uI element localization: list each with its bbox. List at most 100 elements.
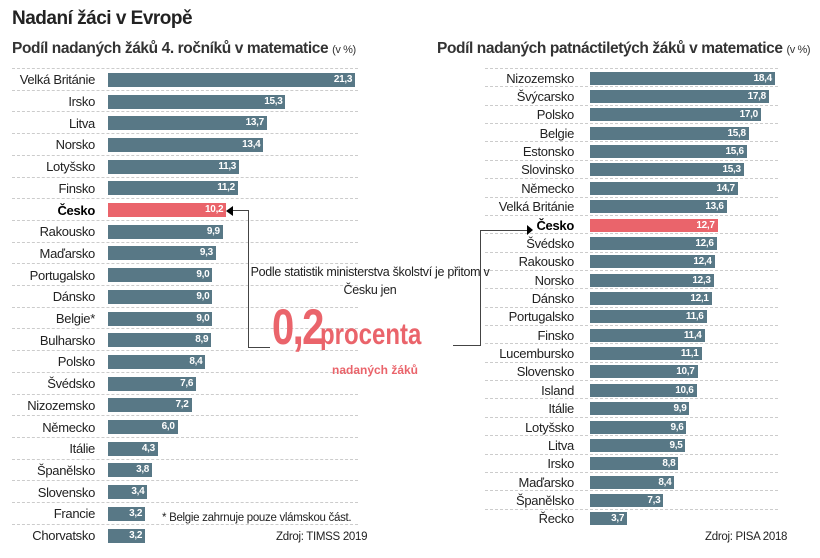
bar: 8,4 (590, 475, 675, 489)
callout-text: Podle statistik ministerstva školství je… (250, 265, 490, 297)
bar: 15,8 (590, 126, 749, 140)
category-label: Maďarsko (39, 245, 96, 261)
value-label: 7,6 (180, 377, 194, 389)
category-label: Norsko (534, 272, 575, 288)
category-label: Nizozemsko (506, 70, 574, 86)
category-label: Německo (521, 180, 574, 196)
chart-row: Finsko 11,4 (485, 325, 778, 344)
chart-row: Irsko 15,3 (12, 89, 358, 113)
value-label: 3,7 (611, 513, 625, 525)
chart-row: Španělsko 7,3 (485, 490, 778, 509)
bar: 9,3 (108, 246, 216, 261)
right-connector-top (480, 230, 527, 231)
chart-row: Lotyšsko 9,6 (485, 416, 778, 436)
bar: 9,0 (108, 311, 213, 326)
value-label: 12,6 (695, 237, 714, 249)
category-label: Švýcarsko (516, 89, 575, 105)
category-label: Rakousko (518, 254, 575, 270)
value-label: 3,2 (129, 529, 143, 541)
category-label: Francie (53, 506, 96, 522)
bar: 15,6 (590, 145, 747, 159)
value-label: 17,8 (747, 91, 767, 103)
chart-row: Slovinsko 15,3 (485, 159, 778, 179)
value-label: 9,0 (196, 269, 210, 281)
chart-row: Litva 9,5 (485, 435, 778, 454)
callout-number: 0,2 (272, 299, 324, 355)
category-label: Belgie* (55, 311, 95, 327)
category-label: Velká Británie (498, 199, 575, 215)
value-label: 15,8 (727, 127, 747, 139)
chart-row: Finsko 11,2 (12, 176, 358, 200)
bar: 9,6 (590, 420, 687, 434)
bar: 11,2 (108, 181, 238, 196)
callout-unit: procenta (319, 318, 421, 351)
category-label: Island (541, 382, 574, 398)
right-title-text: Podíl nadaných patnáctiletých žáků v mat… (437, 40, 783, 57)
category-label: Irsko (547, 456, 574, 472)
bar: 3,8 (108, 463, 153, 478)
bar: 3,2 (108, 528, 146, 543)
left-chart-title: Podíl nadaných žáků 4. ročníků v matemat… (12, 40, 356, 58)
value-label: 21,3 (333, 73, 353, 85)
value-label: 8,9 (195, 334, 209, 346)
right-unit: (v %) (786, 44, 811, 56)
category-label: Chorvatsko (32, 528, 95, 544)
value-label: 9,5 (669, 439, 683, 451)
category-label: Španělsko (36, 462, 95, 478)
left-connector-top (232, 210, 249, 211)
chart-row: Lucembursko 11,1 (485, 343, 778, 362)
bar: 3,2 (108, 506, 146, 521)
chart-row: Bulharsko 8,9 (12, 328, 358, 351)
value-label: 15,3 (264, 95, 283, 107)
value-label: 12,3 (692, 274, 711, 286)
bar: 7,3 (590, 493, 664, 507)
value-label: 15,6 (725, 146, 745, 158)
value-label: 9,6 (670, 421, 684, 433)
bar: 7,2 (108, 398, 192, 413)
value-label: 11,3 (218, 160, 237, 172)
value-label: 8,8 (662, 458, 676, 470)
category-label: Slovensko (516, 364, 575, 380)
bar: 9,5 (590, 438, 686, 452)
value-label: 7,2 (175, 399, 189, 411)
bar: 12,7 (590, 218, 718, 232)
category-label: Portugalsko (508, 309, 575, 325)
right-connector (480, 230, 481, 346)
bar: 4,3 (108, 441, 158, 456)
bar: 10,6 (590, 383, 697, 397)
chart-row: Belgie* 9,0 (12, 306, 358, 330)
category-label: Itálie (69, 441, 95, 457)
value-label: 12,1 (690, 292, 709, 304)
arrow-left-icon (226, 206, 233, 216)
bar: 9,0 (108, 268, 213, 283)
value-label: 10,2 (205, 204, 224, 216)
chart-row: Švédsko 7,6 (12, 371, 358, 395)
bar: 11,1 (590, 347, 702, 361)
chart-row: Norsko 13,4 (12, 133, 358, 156)
right-source: Zdroj: PISA 2018 (705, 531, 788, 543)
bar: 12,6 (590, 236, 717, 250)
left-unit: (v %) (332, 44, 356, 56)
category-label: Estonsko (522, 144, 574, 160)
chart-row: Estonsko 15,6 (485, 141, 778, 160)
page-title: Nadaní žáci v Evropě (12, 8, 193, 29)
value-label: 18,4 (753, 72, 773, 84)
bar: 12,1 (590, 291, 712, 305)
chart-row: Chorvatsko 3,2 (12, 523, 358, 547)
chart-row: Itálie 4,3 (12, 436, 358, 460)
value-label: 4,3 (141, 442, 155, 454)
category-label: Polsko (536, 107, 575, 123)
category-label: Lotyšsko (525, 419, 574, 435)
category-label: Velká Británie (19, 72, 96, 88)
category-label: Litva (69, 115, 95, 131)
callout-figure: 0,2procenta (272, 298, 446, 356)
chart-row: Itálie 9,9 (485, 398, 778, 417)
right-chart-title: Podíl nadaných patnáctiletých žáků v mat… (437, 40, 811, 58)
category-label: Švédsko (47, 376, 95, 392)
category-label: Slovensko (37, 484, 96, 500)
value-label: 12,4 (693, 256, 712, 268)
bar: 10,2 (108, 203, 227, 218)
chart-row: Lotyšsko 11,3 (12, 154, 358, 178)
value-label: 9,0 (196, 312, 210, 324)
value-label: 13,7 (245, 117, 265, 129)
